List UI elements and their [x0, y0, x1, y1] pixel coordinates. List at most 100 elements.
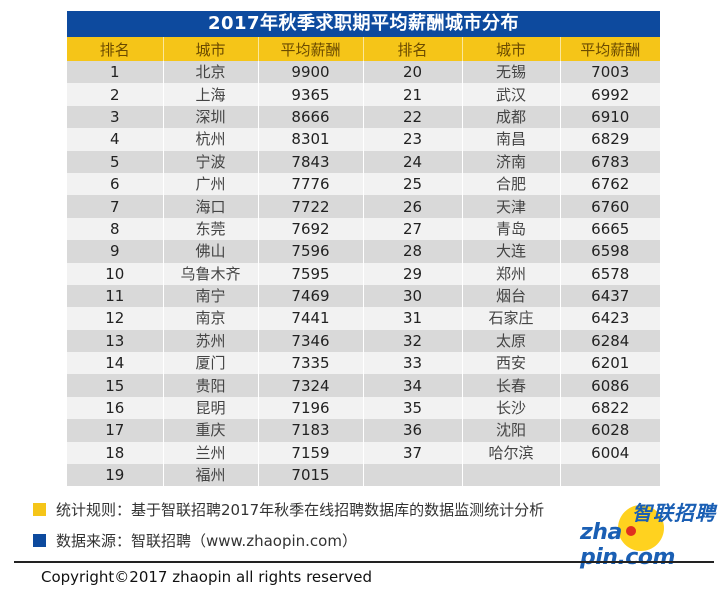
- rank-cell: 34: [362, 374, 462, 397]
- salary-cell: 6423: [559, 307, 660, 330]
- legend-rule-text: 统计规则：基于智联招聘2017年秋季在线招聘数据库的数据监测统计分析: [56, 501, 545, 519]
- city-cell: 郑州: [461, 262, 560, 285]
- rank-cell: 11: [67, 284, 163, 308]
- header-rank-left: 排名: [67, 37, 163, 61]
- table-row: 8 东莞 7692 27 青岛 6665: [67, 217, 660, 241]
- rank-cell: 30: [362, 284, 462, 308]
- salary-cell: 6201: [559, 352, 660, 375]
- rank-cell: 14: [67, 352, 163, 375]
- salary-cell: 6086: [559, 374, 660, 397]
- rank-cell: 16: [67, 396, 163, 420]
- salary-cell: 6762: [559, 172, 660, 196]
- zhaopin-logo: 智联招聘 zhapin.com: [576, 495, 716, 570]
- rank-cell: 9: [67, 240, 163, 263]
- legend-source-text: 数据来源：智联招聘（www.zhaopin.com）: [56, 532, 357, 550]
- salary-cell: 6437: [559, 284, 660, 308]
- city-cell: 沈阳: [461, 419, 560, 442]
- sun-logo-icon: [618, 505, 664, 551]
- city-cell: 哈尔滨: [461, 441, 560, 465]
- rank-cell: 22: [362, 105, 462, 129]
- city-cell: 广州: [162, 172, 258, 196]
- table-row: 3 深圳 8666 22 成都 6910: [67, 105, 660, 129]
- rank-cell: 3: [67, 105, 163, 129]
- rank-cell: 15: [67, 374, 163, 397]
- city-cell: 乌鲁木齐: [162, 262, 258, 285]
- salary-cell: 7692: [257, 217, 363, 241]
- rank-cell: 1: [67, 61, 163, 84]
- salary-cell: 7159: [257, 441, 363, 465]
- header-city-left: 城市: [162, 37, 258, 61]
- rank-cell: 18: [67, 441, 163, 465]
- rank-cell: 10: [67, 262, 163, 285]
- rank-cell: 31: [362, 307, 462, 330]
- salary-table: 排名 城市 平均薪酬 排名 城市 平均薪酬 1 北京 9900 20 无锡 7003 2 上海…: [67, 37, 660, 487]
- rank-cell: 21: [362, 83, 462, 106]
- rank-cell: 17: [67, 419, 163, 442]
- rank-cell: 20: [362, 61, 462, 84]
- logo-cn-text: 智联招聘: [632, 501, 716, 525]
- salary-cell: 7843: [257, 150, 363, 173]
- city-cell: 福州: [162, 464, 258, 487]
- city-cell: 长春: [461, 374, 560, 397]
- table-row: 17 重庆 7183 36 沈阳 6028: [67, 419, 660, 442]
- legend-source: 数据来源：智联招聘（www.zhaopin.com）: [33, 530, 357, 551]
- rank-cell: 5: [67, 150, 163, 173]
- city-cell: 合肥: [461, 172, 560, 196]
- copyright-text: Copyright©2017 zhaopin all rights reserv…: [41, 568, 372, 586]
- salary-cell: 6028: [559, 419, 660, 442]
- rank-cell: 25: [362, 172, 462, 196]
- legend-rule: 统计规则：基于智联招聘2017年秋季在线招聘数据库的数据监测统计分析: [33, 499, 544, 520]
- header-salary-left: 平均薪酬: [257, 37, 363, 61]
- table-row: 6 广州 7776 25 合肥 6762: [67, 172, 660, 196]
- city-cell: 重庆: [162, 419, 258, 442]
- logo-en-left: zha: [580, 520, 622, 545]
- city-cell: 南京: [162, 307, 258, 330]
- rank-cell: [362, 464, 462, 487]
- salary-cell: 7015: [257, 464, 363, 487]
- logo-en-text: zhapin.com: [580, 520, 716, 570]
- city-cell: 上海: [162, 83, 258, 106]
- city-cell: 长沙: [461, 396, 560, 420]
- table-row: 19 福州 7015: [67, 464, 660, 487]
- rank-cell: 12: [67, 307, 163, 330]
- salary-cell: 6004: [559, 441, 660, 465]
- salary-cell: 6783: [559, 150, 660, 173]
- salary-cell: 6665: [559, 217, 660, 241]
- rank-cell: 13: [67, 329, 163, 353]
- logo-en-right: pin.com: [580, 545, 675, 570]
- city-cell: 石家庄: [461, 307, 560, 330]
- salary-table-container: 2017年秋季求职期平均薪酬城市分布 排名 城市 平均薪酬 排名 城市 平均薪酬…: [67, 11, 660, 487]
- blue-square-icon: [33, 534, 46, 547]
- city-cell: 厦门: [162, 352, 258, 375]
- salary-cell: [559, 464, 660, 487]
- city-cell: 武汉: [461, 83, 560, 106]
- salary-cell: 7346: [257, 329, 363, 353]
- rank-cell: 29: [362, 262, 462, 285]
- header-rank-right: 排名: [362, 37, 462, 61]
- salary-cell: 6910: [559, 105, 660, 129]
- table-row: 14 厦门 7335 33 西安 6201: [67, 352, 660, 375]
- rank-cell: 37: [362, 441, 462, 465]
- table-row: 9 佛山 7596 28 大连 6598: [67, 240, 660, 263]
- table-row: 11 南宁 7469 30 烟台 6437: [67, 284, 660, 308]
- table-row: 18 兰州 7159 37 哈尔滨 6004: [67, 441, 660, 465]
- rank-cell: 8: [67, 217, 163, 241]
- salary-cell: 6760: [559, 195, 660, 218]
- table-row: 12 南京 7441 31 石家庄 6423: [67, 307, 660, 330]
- salary-cell: 6992: [559, 83, 660, 106]
- table-row: 1 北京 9900 20 无锡 7003: [67, 61, 660, 84]
- city-cell: 青岛: [461, 217, 560, 241]
- city-cell: 兰州: [162, 441, 258, 465]
- city-cell: 东莞: [162, 217, 258, 241]
- salary-cell: 7469: [257, 284, 363, 308]
- salary-cell: 7722: [257, 195, 363, 218]
- rank-cell: 2: [67, 83, 163, 106]
- city-cell: 南昌: [461, 128, 560, 151]
- salary-cell: 6829: [559, 128, 660, 151]
- rank-cell: 32: [362, 329, 462, 353]
- header-row: 排名 城市 平均薪酬 排名 城市 平均薪酬: [67, 37, 660, 61]
- footer-divider: [14, 561, 714, 563]
- salary-cell: 6284: [559, 329, 660, 353]
- city-cell: 贵阳: [162, 374, 258, 397]
- header-city-right: 城市: [461, 37, 560, 61]
